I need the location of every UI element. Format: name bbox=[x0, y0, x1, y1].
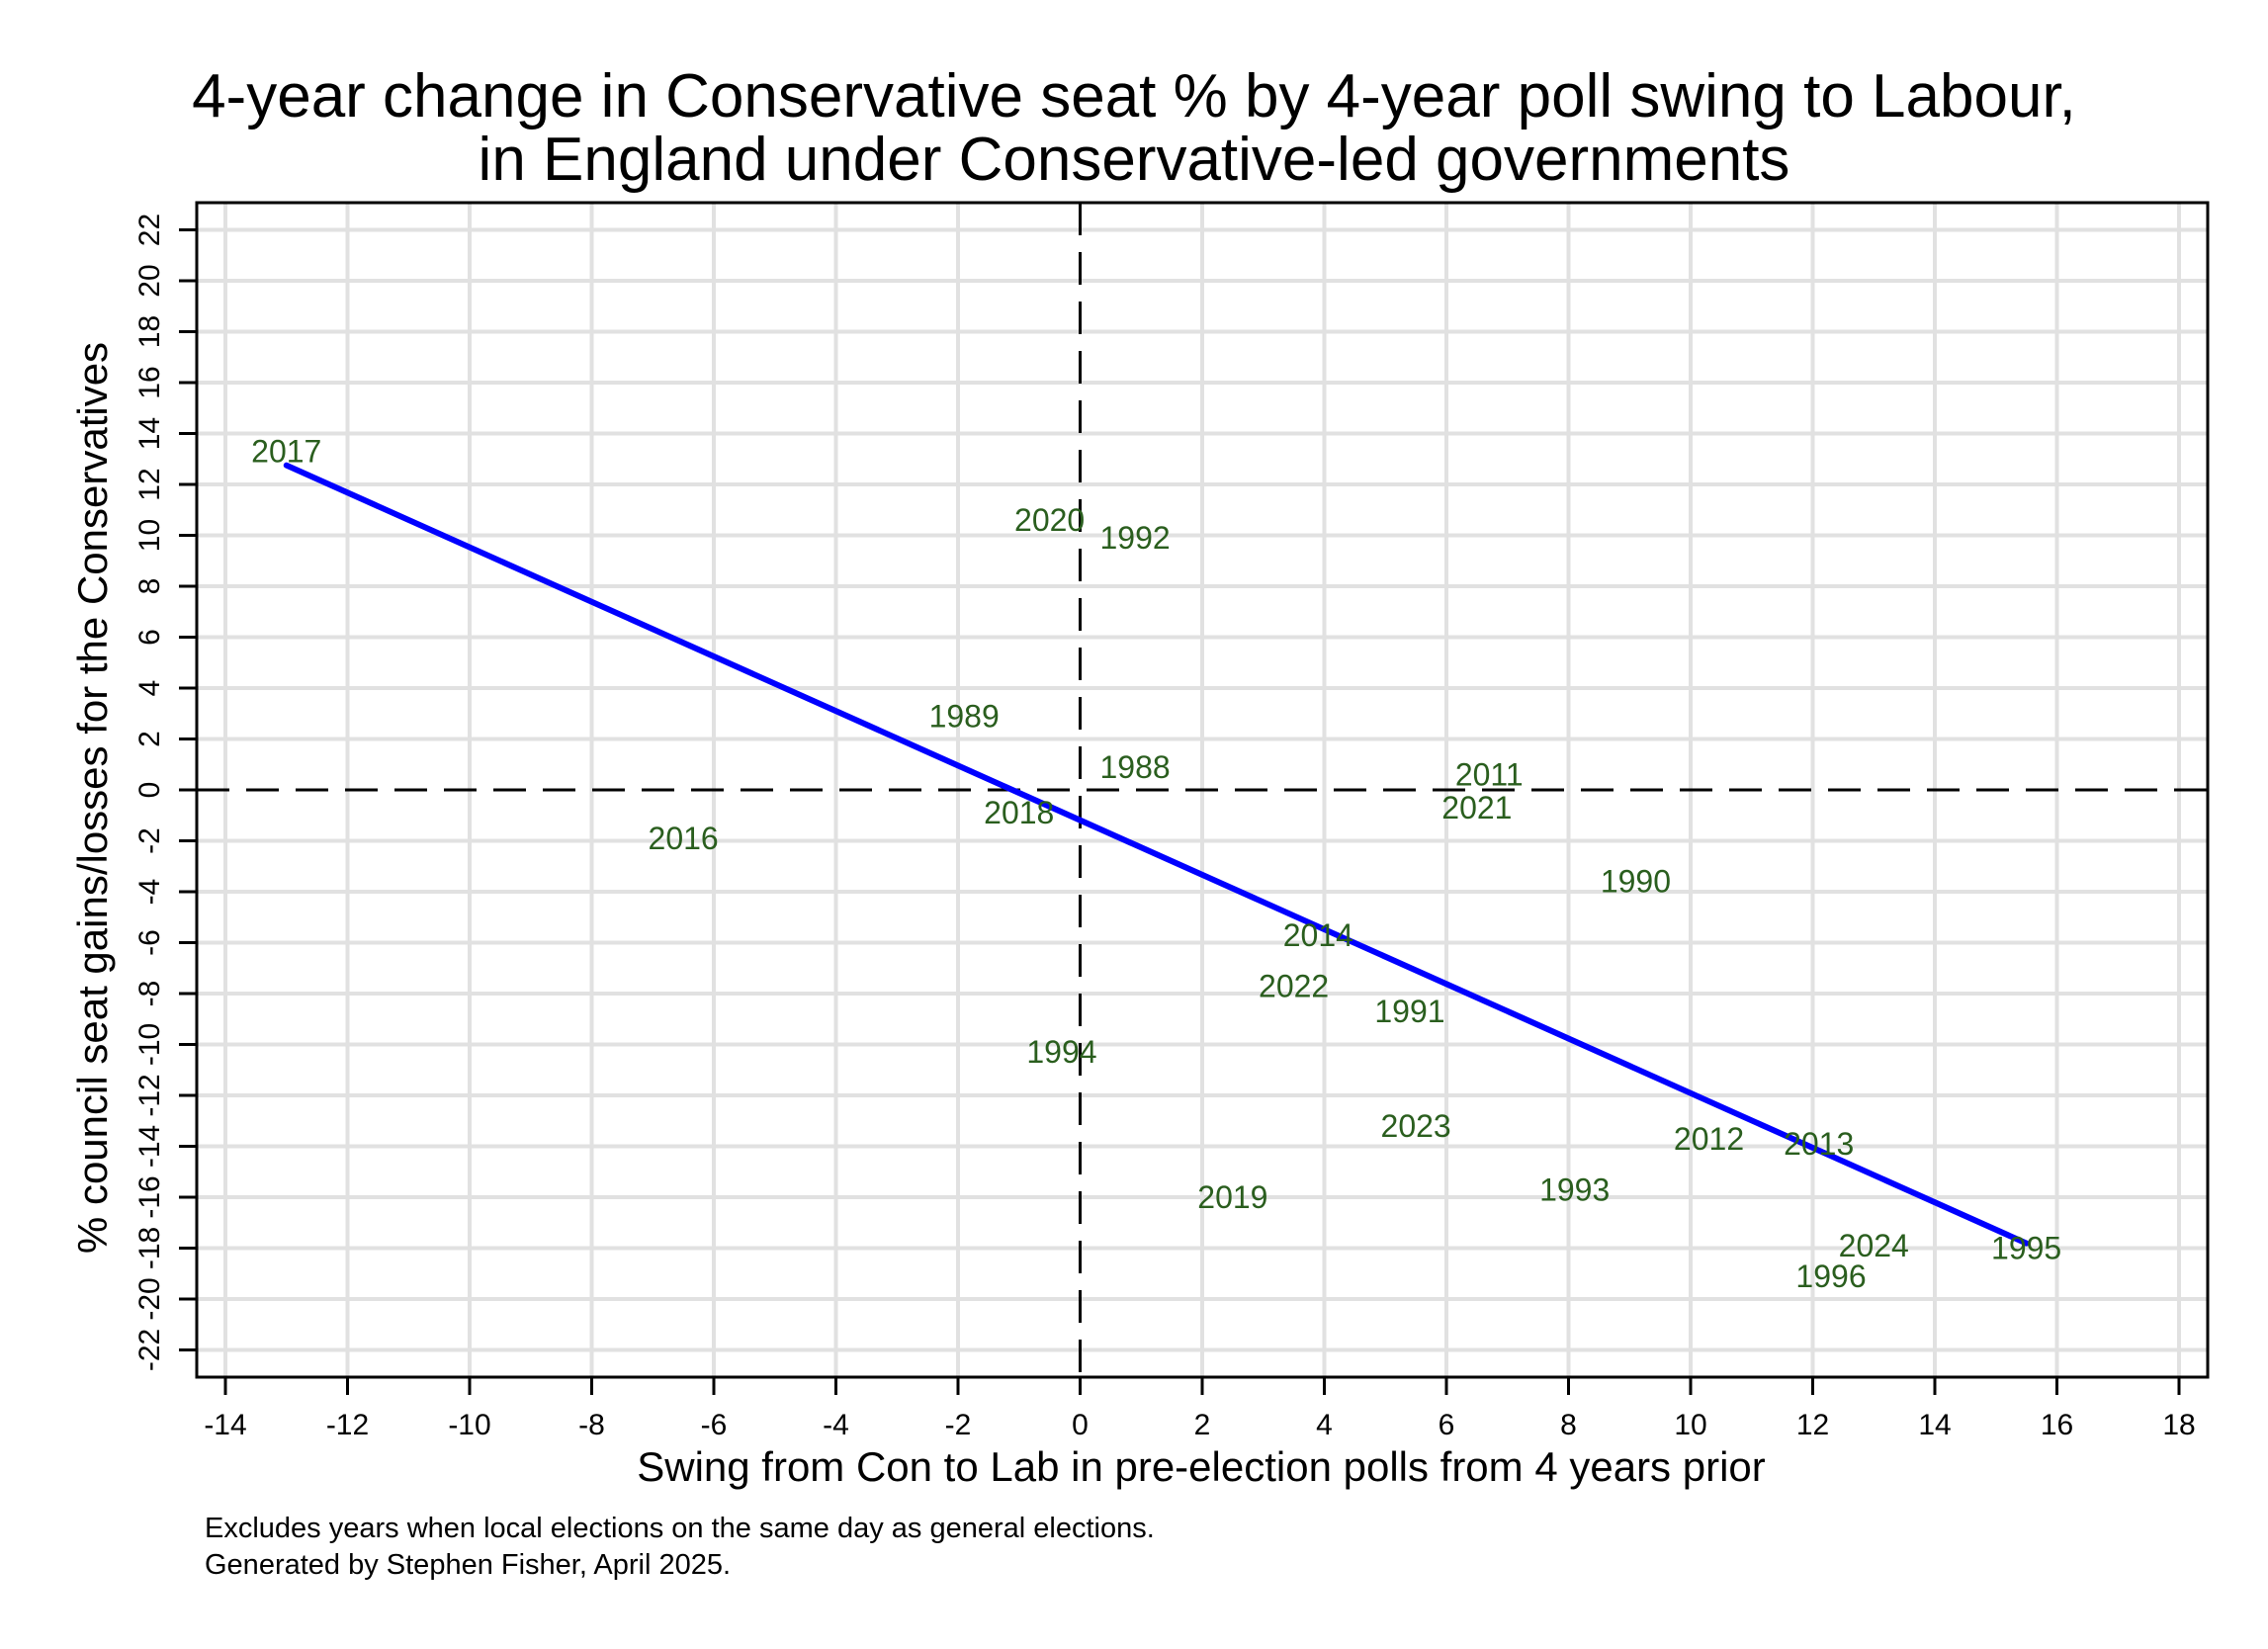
point-label-1992: 1992 bbox=[1099, 520, 1170, 556]
y-tick-label: 2 bbox=[133, 731, 166, 747]
point-label-1993: 1993 bbox=[1539, 1172, 1610, 1207]
y-tick-label: 10 bbox=[133, 519, 166, 552]
point-label-2012: 2012 bbox=[1674, 1121, 1744, 1157]
x-tick-label: -12 bbox=[326, 1409, 369, 1441]
y-tick-label: -8 bbox=[133, 981, 166, 1007]
gridlines bbox=[197, 203, 2208, 1377]
chart-title-line-2: in England under Conservative-led govern… bbox=[479, 126, 1790, 194]
y-tick-label: 20 bbox=[133, 264, 166, 297]
x-tick-label: -14 bbox=[204, 1409, 246, 1441]
point-label-2011: 2011 bbox=[1455, 757, 1524, 793]
x-tick-label: -6 bbox=[701, 1409, 728, 1441]
x-tick-label: 14 bbox=[1918, 1409, 1951, 1441]
y-tick-label: 4 bbox=[133, 680, 166, 697]
y-tick-label: -16 bbox=[133, 1175, 166, 1218]
y-tick-label: 12 bbox=[133, 468, 166, 500]
point-label-2021: 2021 bbox=[1441, 790, 1512, 825]
y-tick-label: -18 bbox=[133, 1227, 166, 1269]
linear-fit-line bbox=[283, 462, 2030, 1247]
y-tick-label: -10 bbox=[133, 1023, 166, 1066]
x-tick-label: 10 bbox=[1674, 1409, 1706, 1441]
x-tick-label: 12 bbox=[1796, 1409, 1829, 1441]
point-label-2020: 2020 bbox=[1014, 502, 1085, 538]
x-axis-title: Swing from Con to Lab in pre-election po… bbox=[637, 1443, 1766, 1490]
point-label-2017: 2017 bbox=[251, 434, 321, 470]
point-label-1996: 1996 bbox=[1795, 1258, 1866, 1294]
y-tick-label: -4 bbox=[133, 879, 166, 906]
y-tick-label: -12 bbox=[133, 1074, 166, 1116]
x-tick-label: 2 bbox=[1194, 1409, 1211, 1441]
x-tick-label: -10 bbox=[448, 1409, 490, 1441]
point-label-2023: 2023 bbox=[1381, 1108, 1451, 1144]
point-label-2019: 2019 bbox=[1197, 1179, 1267, 1215]
y-tick-label: -22 bbox=[133, 1329, 166, 1371]
y-tick-label: 16 bbox=[133, 366, 166, 398]
y-tick-label: 22 bbox=[133, 214, 166, 246]
point-label-2018: 2018 bbox=[984, 795, 1054, 830]
point-label-1994: 1994 bbox=[1026, 1034, 1096, 1070]
point-label-1991: 1991 bbox=[1374, 994, 1444, 1029]
point-label-2013: 2013 bbox=[1784, 1126, 1854, 1162]
y-tick-label: -20 bbox=[133, 1277, 166, 1320]
fit-line-group bbox=[283, 462, 2030, 1247]
point-label-2022: 2022 bbox=[1259, 968, 1329, 1003]
x-tick-label: 16 bbox=[2041, 1409, 2073, 1441]
footnote-credit: Generated by Stephen Fisher, April 2025. bbox=[205, 1549, 731, 1581]
point-label-1995: 1995 bbox=[1991, 1231, 2061, 1266]
y-axis-ticks: -22-20-18-16-14-12-10-8-6-4-202468101214… bbox=[133, 214, 197, 1371]
x-tick-label: -4 bbox=[823, 1409, 849, 1441]
x-tick-label: 6 bbox=[1439, 1409, 1455, 1441]
point-label-1990: 1990 bbox=[1601, 864, 1671, 900]
x-tick-label: 18 bbox=[2162, 1409, 2195, 1441]
y-tick-label: -14 bbox=[133, 1125, 166, 1168]
y-tick-label: -2 bbox=[133, 827, 166, 854]
x-tick-label: 4 bbox=[1316, 1409, 1333, 1441]
y-tick-label: 0 bbox=[133, 782, 166, 799]
x-tick-label: -8 bbox=[578, 1409, 605, 1441]
point-label-1988: 1988 bbox=[1099, 749, 1170, 785]
x-tick-label: -2 bbox=[945, 1409, 972, 1441]
point-label-2024: 2024 bbox=[1839, 1228, 1909, 1263]
point-label-1989: 1989 bbox=[929, 698, 1000, 734]
y-tick-label: 6 bbox=[133, 629, 166, 646]
chart-title-line-1: 4-year change in Conservative seat % by … bbox=[192, 62, 2076, 130]
footnote-exclusion: Excludes years when local elections on t… bbox=[205, 1513, 1155, 1544]
x-tick-label: 0 bbox=[1072, 1409, 1089, 1441]
y-tick-label: 14 bbox=[133, 417, 166, 450]
y-tick-label: 18 bbox=[133, 315, 166, 348]
y-axis-title: % council seat gains/losses for the Cons… bbox=[69, 342, 116, 1254]
reference-lines bbox=[197, 203, 2208, 1377]
point-label-2014: 2014 bbox=[1283, 917, 1353, 953]
point-label-2016: 2016 bbox=[649, 821, 719, 856]
x-axis-ticks: -14 -12 -10 -8 -6 -4 -2 0 2 4 6 8 10 12 14 16 18 bbox=[204, 1377, 2196, 1441]
y-tick-label: -6 bbox=[133, 929, 166, 956]
y-tick-label: 8 bbox=[133, 578, 166, 595]
x-tick-label: 8 bbox=[1560, 1409, 1577, 1441]
